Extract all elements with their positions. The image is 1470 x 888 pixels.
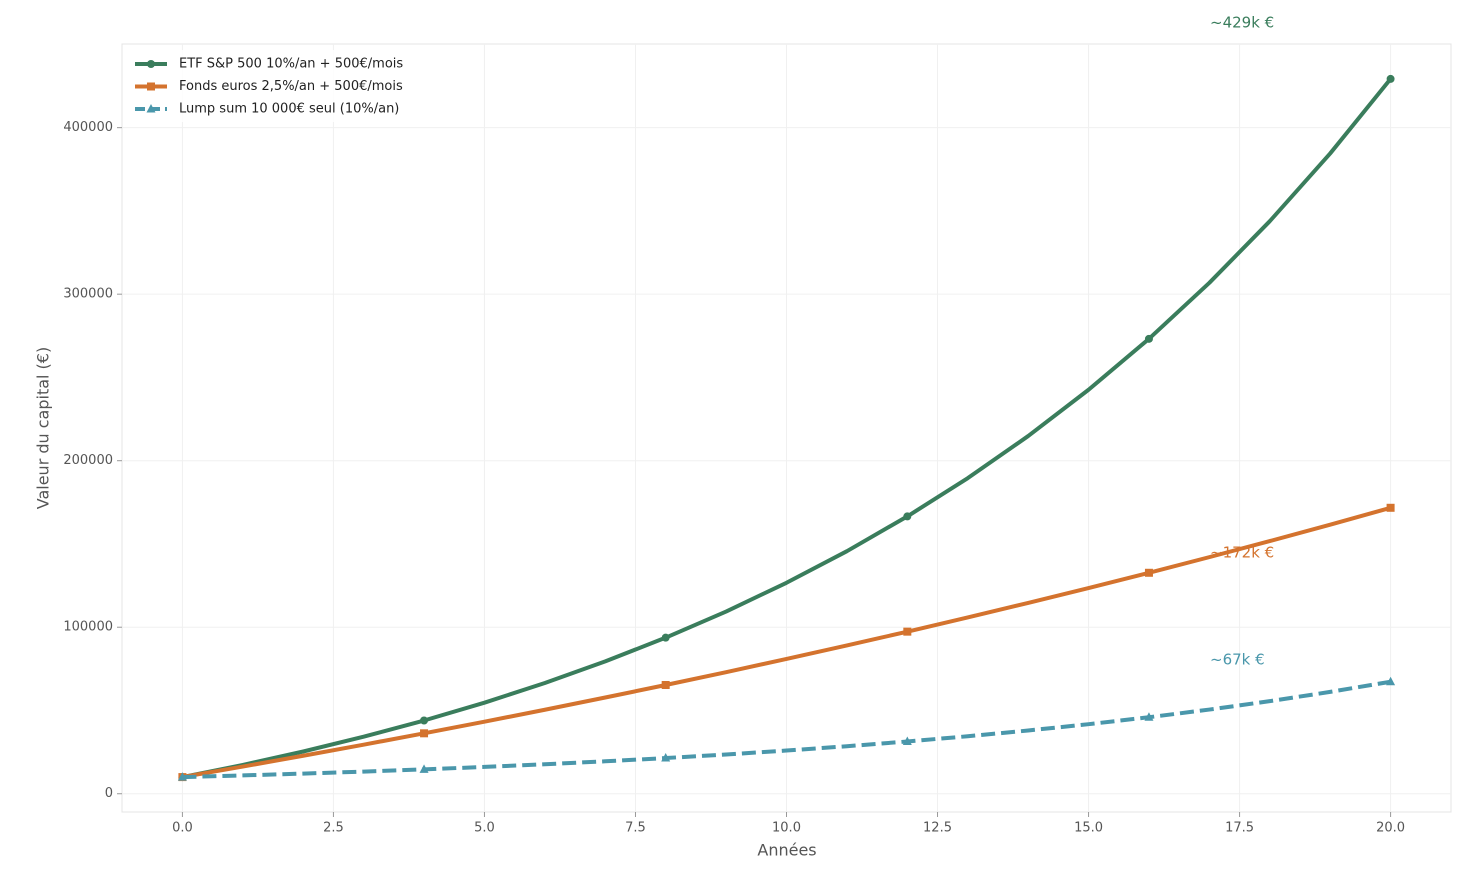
legend-box [128, 50, 428, 122]
series-line [182, 679, 1391, 780]
y-tick-label: 300000 [63, 287, 113, 302]
point [661, 753, 671, 762]
y-tick-label: 0 [105, 786, 113, 801]
legend-marker [146, 104, 156, 113]
point [1386, 676, 1396, 686]
x-tick-label: 5.0 [474, 821, 495, 836]
x-tick-label: 12.5 [923, 821, 952, 836]
point [903, 627, 912, 636]
point [419, 764, 429, 773]
y-tick-label: 400000 [63, 120, 113, 135]
x-tick-label: 0.0 [172, 821, 193, 836]
x-tick-label: 20.0 [1376, 821, 1405, 836]
point [177, 772, 187, 781]
y-tick-label: 200000 [63, 453, 113, 468]
legend-label: ETF S&P 500 10%/an + 500€/mois [179, 57, 403, 72]
annotation: ~172k € [1210, 544, 1274, 562]
point [1386, 74, 1395, 83]
point [420, 716, 429, 725]
legend-marker [147, 82, 155, 91]
legend-label: Lump sum 10 000€ seul (10%/an) [179, 102, 399, 117]
y-axis-label: Valeur du capital (€) [34, 347, 53, 509]
point [902, 736, 912, 745]
x-tick-label: 15.0 [1074, 821, 1103, 836]
y-tick-label: 100000 [63, 620, 113, 635]
legend-marker [147, 60, 155, 68]
legend-label: Fonds euros 2,5%/an + 500€/mois [179, 79, 403, 94]
point [661, 680, 670, 689]
point [1386, 503, 1395, 512]
point [1144, 334, 1153, 343]
x-tick-label: 7.5 [625, 821, 646, 836]
point [1144, 712, 1154, 721]
x-axis-label: Années [757, 841, 816, 860]
annotation: ~67k € [1210, 651, 1265, 669]
x-tick-label: 2.5 [323, 821, 344, 836]
x-tick-label: 10.0 [772, 821, 801, 836]
series-line [182, 505, 1392, 780]
annotation: ~429k € [1210, 14, 1274, 32]
point [420, 729, 429, 738]
series-line [182, 77, 1393, 780]
point [903, 512, 912, 521]
x-tick-label: 17.5 [1225, 821, 1254, 836]
point [1144, 568, 1153, 577]
point [661, 633, 670, 642]
